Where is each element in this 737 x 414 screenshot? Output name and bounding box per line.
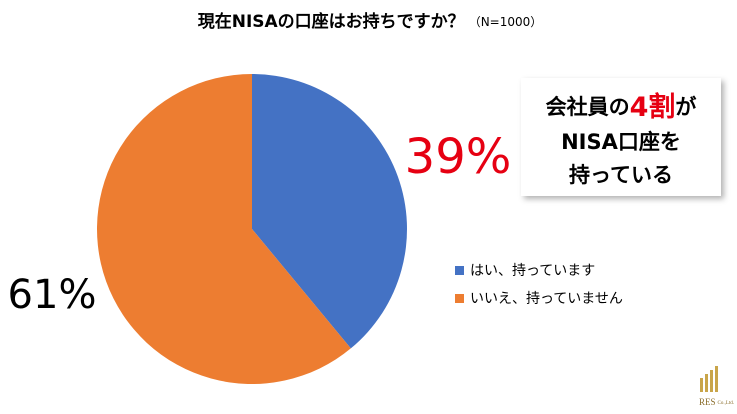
chart-title-group: 現在NISAの口座はお持ちですか？ （N=1000）	[198, 11, 543, 32]
legend-swatch	[455, 294, 464, 303]
callout-line: 会社員の4割が	[546, 91, 697, 123]
logo: RES Co.,Ltd.	[699, 397, 734, 407]
callout-line: NISA口座を	[561, 130, 681, 154]
callout-line: 持っている	[569, 163, 673, 187]
logo-name: RES	[699, 397, 716, 407]
chart-title: 現在NISAの口座はお持ちですか？	[198, 11, 465, 32]
pie-slice	[252, 74, 407, 349]
logo-suffix: Co.,Ltd.	[718, 401, 735, 406]
callout-box	[521, 78, 721, 196]
callout-highlight: 4割	[630, 91, 676, 123]
value-label: 61%	[8, 272, 97, 318]
legend-label: はい、持っています	[470, 263, 595, 279]
value-label: 39%	[405, 129, 512, 185]
logo-mark	[700, 366, 718, 392]
pie-slice	[96, 74, 351, 384]
legend-label: いいえ、持っていません	[470, 291, 623, 307]
legend-swatch	[455, 266, 464, 275]
callout-prefix: 会社員の	[546, 95, 630, 119]
chart-subtitle: （N=1000）	[469, 15, 543, 29]
callout-suffix: が	[675, 95, 696, 119]
